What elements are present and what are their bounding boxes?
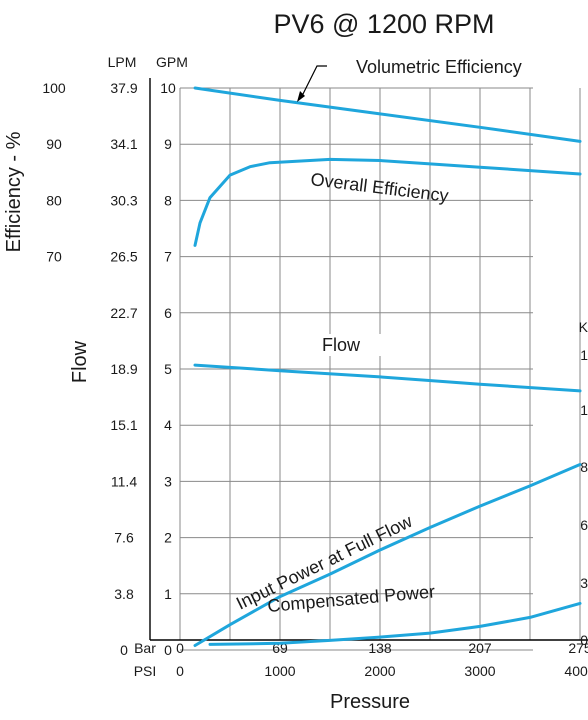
flow-line (193, 363, 582, 393)
efficiency-tick-label: 100 (42, 80, 66, 96)
y-axis-ticks: 0013.827.6311.4415.1518.9622.7726.5830.3… (42, 80, 588, 658)
lpm-tick-label: 3.8 (114, 586, 134, 602)
gpm-tick-label: 1 (164, 586, 172, 602)
pressure-axis-label: Pressure (330, 691, 410, 713)
right-axis-tick-label: 0 (580, 632, 588, 648)
right-axis-tick-label: 1 (580, 402, 588, 418)
bar-tick-label: 0 (176, 640, 184, 656)
gpm-unit-label: GPM (156, 54, 188, 70)
gridlines (179, 87, 581, 651)
chart-title: PV6 @ 1200 RPM (273, 9, 494, 39)
right-axis-unit: K (579, 319, 588, 335)
right-axis-tick-label: 3 (580, 575, 588, 591)
lpm-tick-label: 7.6 (114, 530, 134, 546)
gpm-tick-label: 9 (164, 136, 172, 152)
lpm-tick-label: 34.1 (110, 136, 137, 152)
volumetric-callout-leader (300, 65, 327, 99)
x-row-unit-label: PSI (134, 663, 157, 679)
x-row-unit-label: Bar (134, 640, 156, 656)
gpm-tick-label: 7 (164, 249, 172, 265)
psi-tick-label: 2000 (364, 663, 395, 679)
gpm-tick-label: 2 (164, 530, 172, 546)
efficiency-tick-label: 90 (46, 136, 62, 152)
compensated-power-line (208, 601, 582, 646)
right-axis-tick-label: 8 (580, 459, 588, 475)
psi-tick-label: 1000 (264, 663, 295, 679)
lpm-tick-label: 30.3 (110, 192, 137, 208)
lpm-tick-label: 26.5 (110, 249, 137, 265)
flow-label-backdrop (310, 334, 398, 356)
gpm-tick-label: 3 (164, 473, 172, 489)
bar-tick-label: 207 (468, 640, 492, 656)
lpm-tick-label: 0 (120, 642, 128, 658)
efficiency-axis-label: Efficiency - % (3, 131, 25, 252)
gpm-tick-label: 6 (164, 305, 172, 321)
gpm-tick-label: 10 (160, 80, 176, 96)
lpm-tick-label: 11.4 (111, 473, 137, 489)
efficiency-tick-label: 70 (46, 249, 62, 265)
series-lines (193, 86, 582, 647)
lpm-unit-label: LPM (108, 54, 137, 70)
overall-efficiency-line (193, 157, 582, 247)
gpm-tick-label: 5 (164, 361, 172, 377)
lpm-tick-label: 18.9 (110, 361, 137, 377)
volumetric-callout-arrowhead (297, 91, 305, 102)
input-power-line (193, 463, 582, 647)
flow-axis-label: Flow (69, 340, 91, 383)
volumetric-efficiency-line (193, 86, 582, 143)
flow-series-label: Flow (322, 335, 361, 355)
bar-tick-label: 138 (368, 640, 392, 656)
right-axis-tick-label: 1 (580, 347, 588, 363)
lpm-tick-label: 22.7 (110, 305, 137, 321)
lpm-tick-label: 37.9 (110, 80, 137, 96)
bar-tick-label: 275 (568, 640, 588, 656)
lpm-tick-label: 15.1 (110, 417, 137, 433)
gpm-tick-label: 8 (164, 192, 172, 208)
gpm-tick-label: 0 (164, 642, 172, 658)
psi-tick-label: 3000 (464, 663, 495, 679)
right-axis-tick-label: 6 (580, 517, 588, 533)
efficiency-tick-label: 80 (46, 192, 62, 208)
gpm-tick-label: 4 (164, 417, 172, 433)
psi-tick-label: 0 (176, 663, 184, 679)
volumetric-efficiency-label: Volumetric Efficiency (356, 57, 522, 77)
